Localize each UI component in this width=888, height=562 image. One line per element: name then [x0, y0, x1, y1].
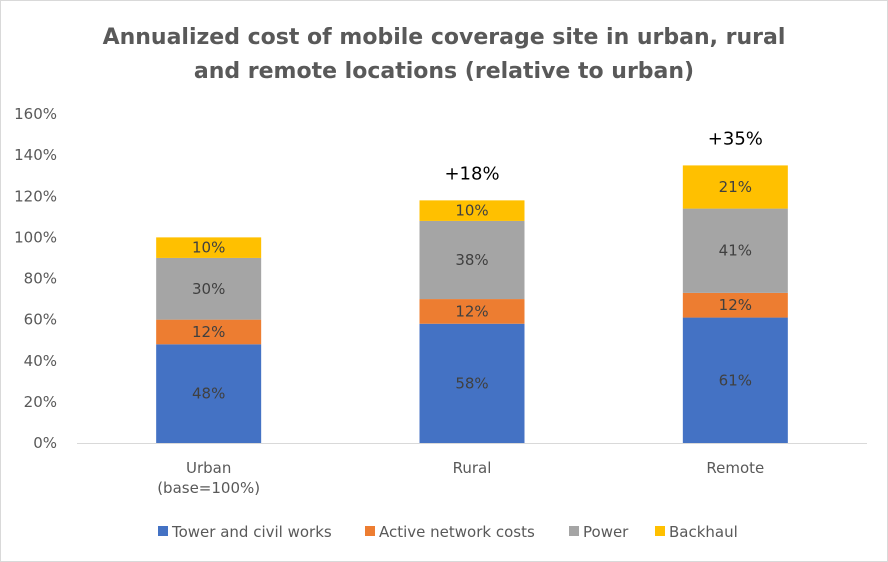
x-category-label: Rural — [453, 459, 492, 477]
bar-segment — [682, 165, 788, 209]
y-tick-label: 140% — [14, 146, 57, 164]
data-label: 30% — [192, 280, 225, 298]
bar-segment — [682, 292, 788, 318]
data-label: 41% — [719, 242, 752, 260]
bar-segment — [682, 317, 788, 443]
bar-segment — [419, 323, 525, 443]
bar-segment — [682, 208, 788, 293]
x-category-label: (base=100%) — [157, 479, 260, 497]
legend-swatch — [655, 526, 665, 536]
bar-segment — [419, 299, 525, 324]
bar-segment — [419, 220, 525, 300]
bar-segment — [156, 237, 262, 258]
y-tick-label: 120% — [14, 187, 57, 205]
legend-swatch — [158, 526, 168, 536]
bar-annotation: +18% — [444, 163, 499, 184]
y-tick-label: 40% — [24, 352, 57, 370]
chart-title: Annualized cost of mobile coverage site … — [1, 21, 887, 89]
bar-segment — [156, 319, 262, 345]
legend-swatch — [365, 526, 375, 536]
bar-annotation: +35% — [708, 128, 763, 149]
data-label: 10% — [192, 239, 225, 257]
chart-title-line-1: Annualized cost of mobile coverage site … — [102, 25, 786, 50]
data-label: 10% — [455, 202, 488, 220]
y-tick-label: 80% — [24, 270, 57, 288]
data-label: 21% — [719, 178, 752, 196]
data-label: 58% — [455, 374, 488, 392]
bar-segment — [156, 344, 262, 443]
data-label: 12% — [719, 296, 752, 314]
y-tick-label: 0% — [33, 434, 57, 452]
bar-segment — [419, 200, 525, 221]
legend-swatch — [569, 526, 579, 536]
legend-label: Backhaul — [669, 523, 738, 541]
data-label: 61% — [719, 371, 752, 389]
y-tick-label: 160% — [14, 105, 57, 123]
data-label: 48% — [192, 385, 225, 403]
legend-label: Active network costs — [379, 523, 535, 541]
legend-label: Power — [583, 523, 629, 541]
data-label: 12% — [455, 302, 488, 320]
x-category-label: Remote — [706, 459, 764, 477]
y-tick-label: 20% — [24, 393, 57, 411]
x-category-label: Urban — [186, 459, 231, 477]
data-label: 12% — [192, 323, 225, 341]
y-tick-label: 100% — [14, 228, 57, 246]
y-tick-label: 60% — [24, 311, 57, 329]
bar-segment — [156, 257, 262, 320]
chart-title-line-2: and remote locations (relative to urban) — [193, 59, 695, 84]
legend-label: Tower and civil works — [171, 523, 332, 541]
data-label: 38% — [455, 251, 488, 269]
